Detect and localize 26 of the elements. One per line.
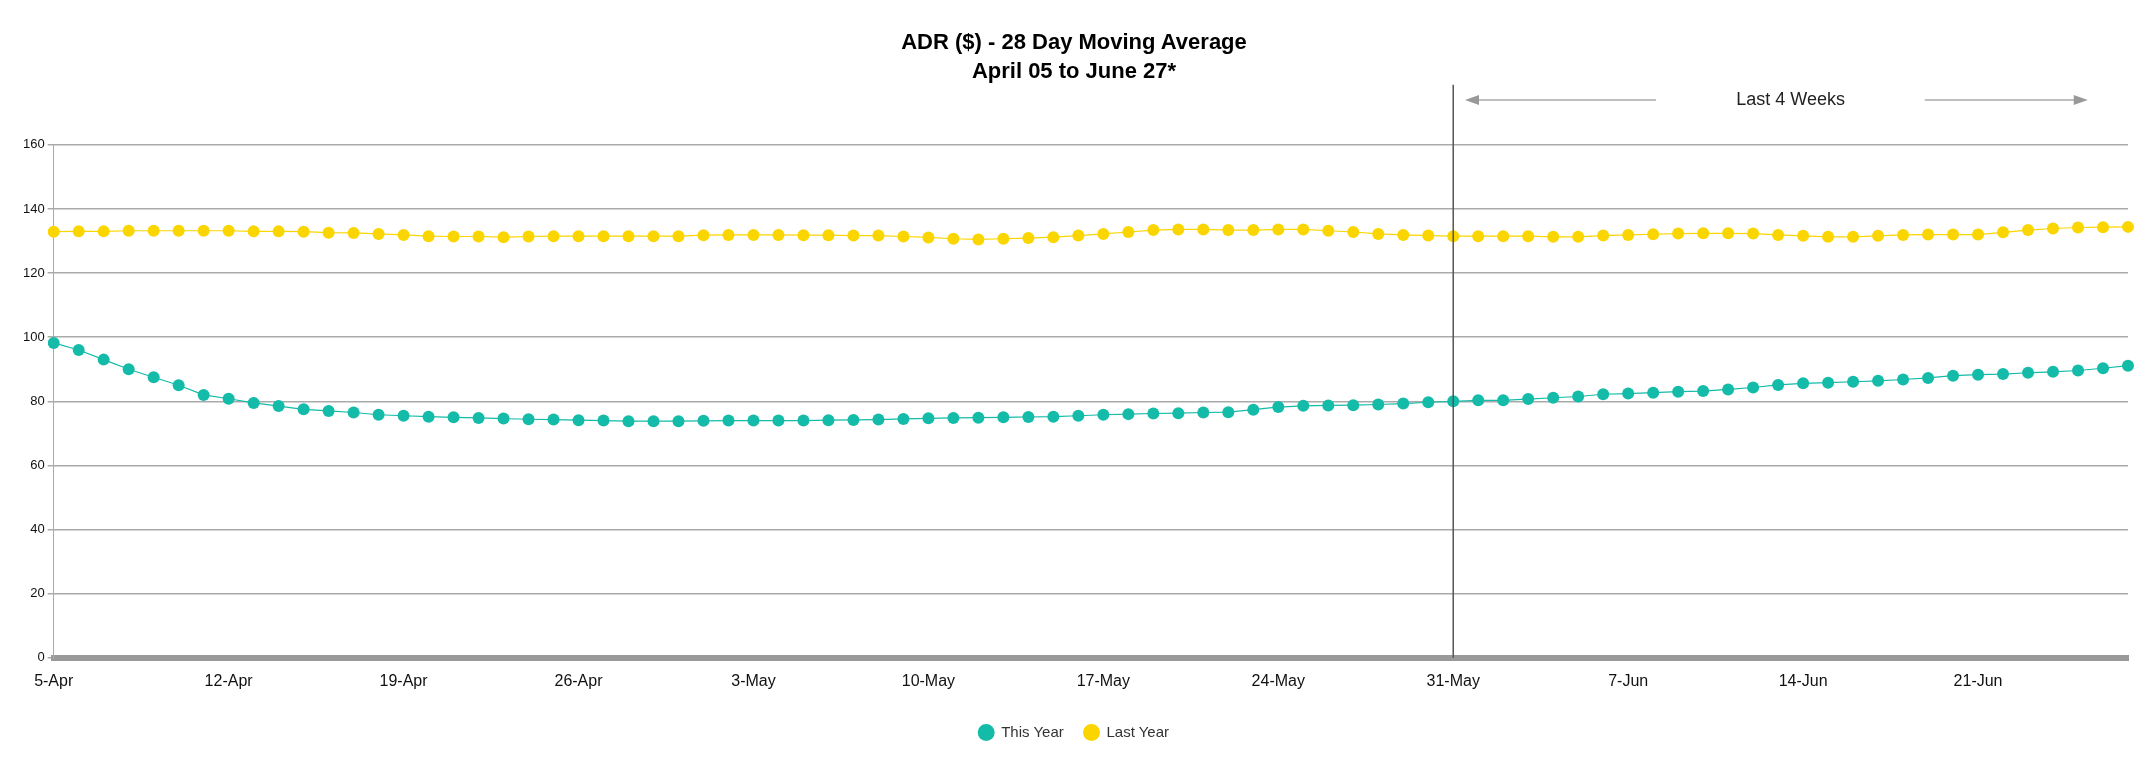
y-tick-label: 100 — [22, 328, 45, 344]
x-tick-label: 7-Jun — [1608, 671, 1649, 689]
x-tick-label: 17-May — [1076, 671, 1131, 689]
x-tick-label: 5-Apr — [34, 671, 74, 689]
x-tick-label: 19-Apr — [379, 671, 429, 689]
x-tick-label: 26-Apr — [554, 671, 604, 689]
x-tick-label: 3-May — [731, 671, 776, 689]
x-tick-label: 21-Jun — [1953, 671, 2003, 689]
y-tick-label: 140 — [22, 200, 45, 216]
x-tick-label: 31-May — [1426, 671, 1480, 689]
chart-subtitle: April 05 to June 27* — [971, 57, 1177, 83]
x-tick-label: 10-May — [901, 671, 956, 689]
y-tick-label: 160 — [22, 136, 45, 152]
x-tick-label: 24-May — [1251, 671, 1305, 689]
x-tick-label: 12-Apr — [204, 671, 254, 689]
y-tick-label: 20 — [30, 585, 45, 601]
text: Last 4 Weeks — [1736, 88, 1845, 109]
y-tick-label: 40 — [30, 521, 45, 537]
y-tick-label: 0 — [37, 649, 45, 665]
legend-label: Last Year — [1106, 722, 1170, 740]
chart-title: ADR ($) - 28 Day Moving Average — [901, 29, 1247, 55]
x-tick-label: 14-Jun — [1778, 671, 1828, 689]
y-tick-label: 60 — [30, 457, 45, 472]
y-tick-label: 120 — [22, 264, 45, 280]
legend-label: This Year — [1001, 722, 1064, 740]
y-tick-label: 80 — [30, 392, 45, 408]
